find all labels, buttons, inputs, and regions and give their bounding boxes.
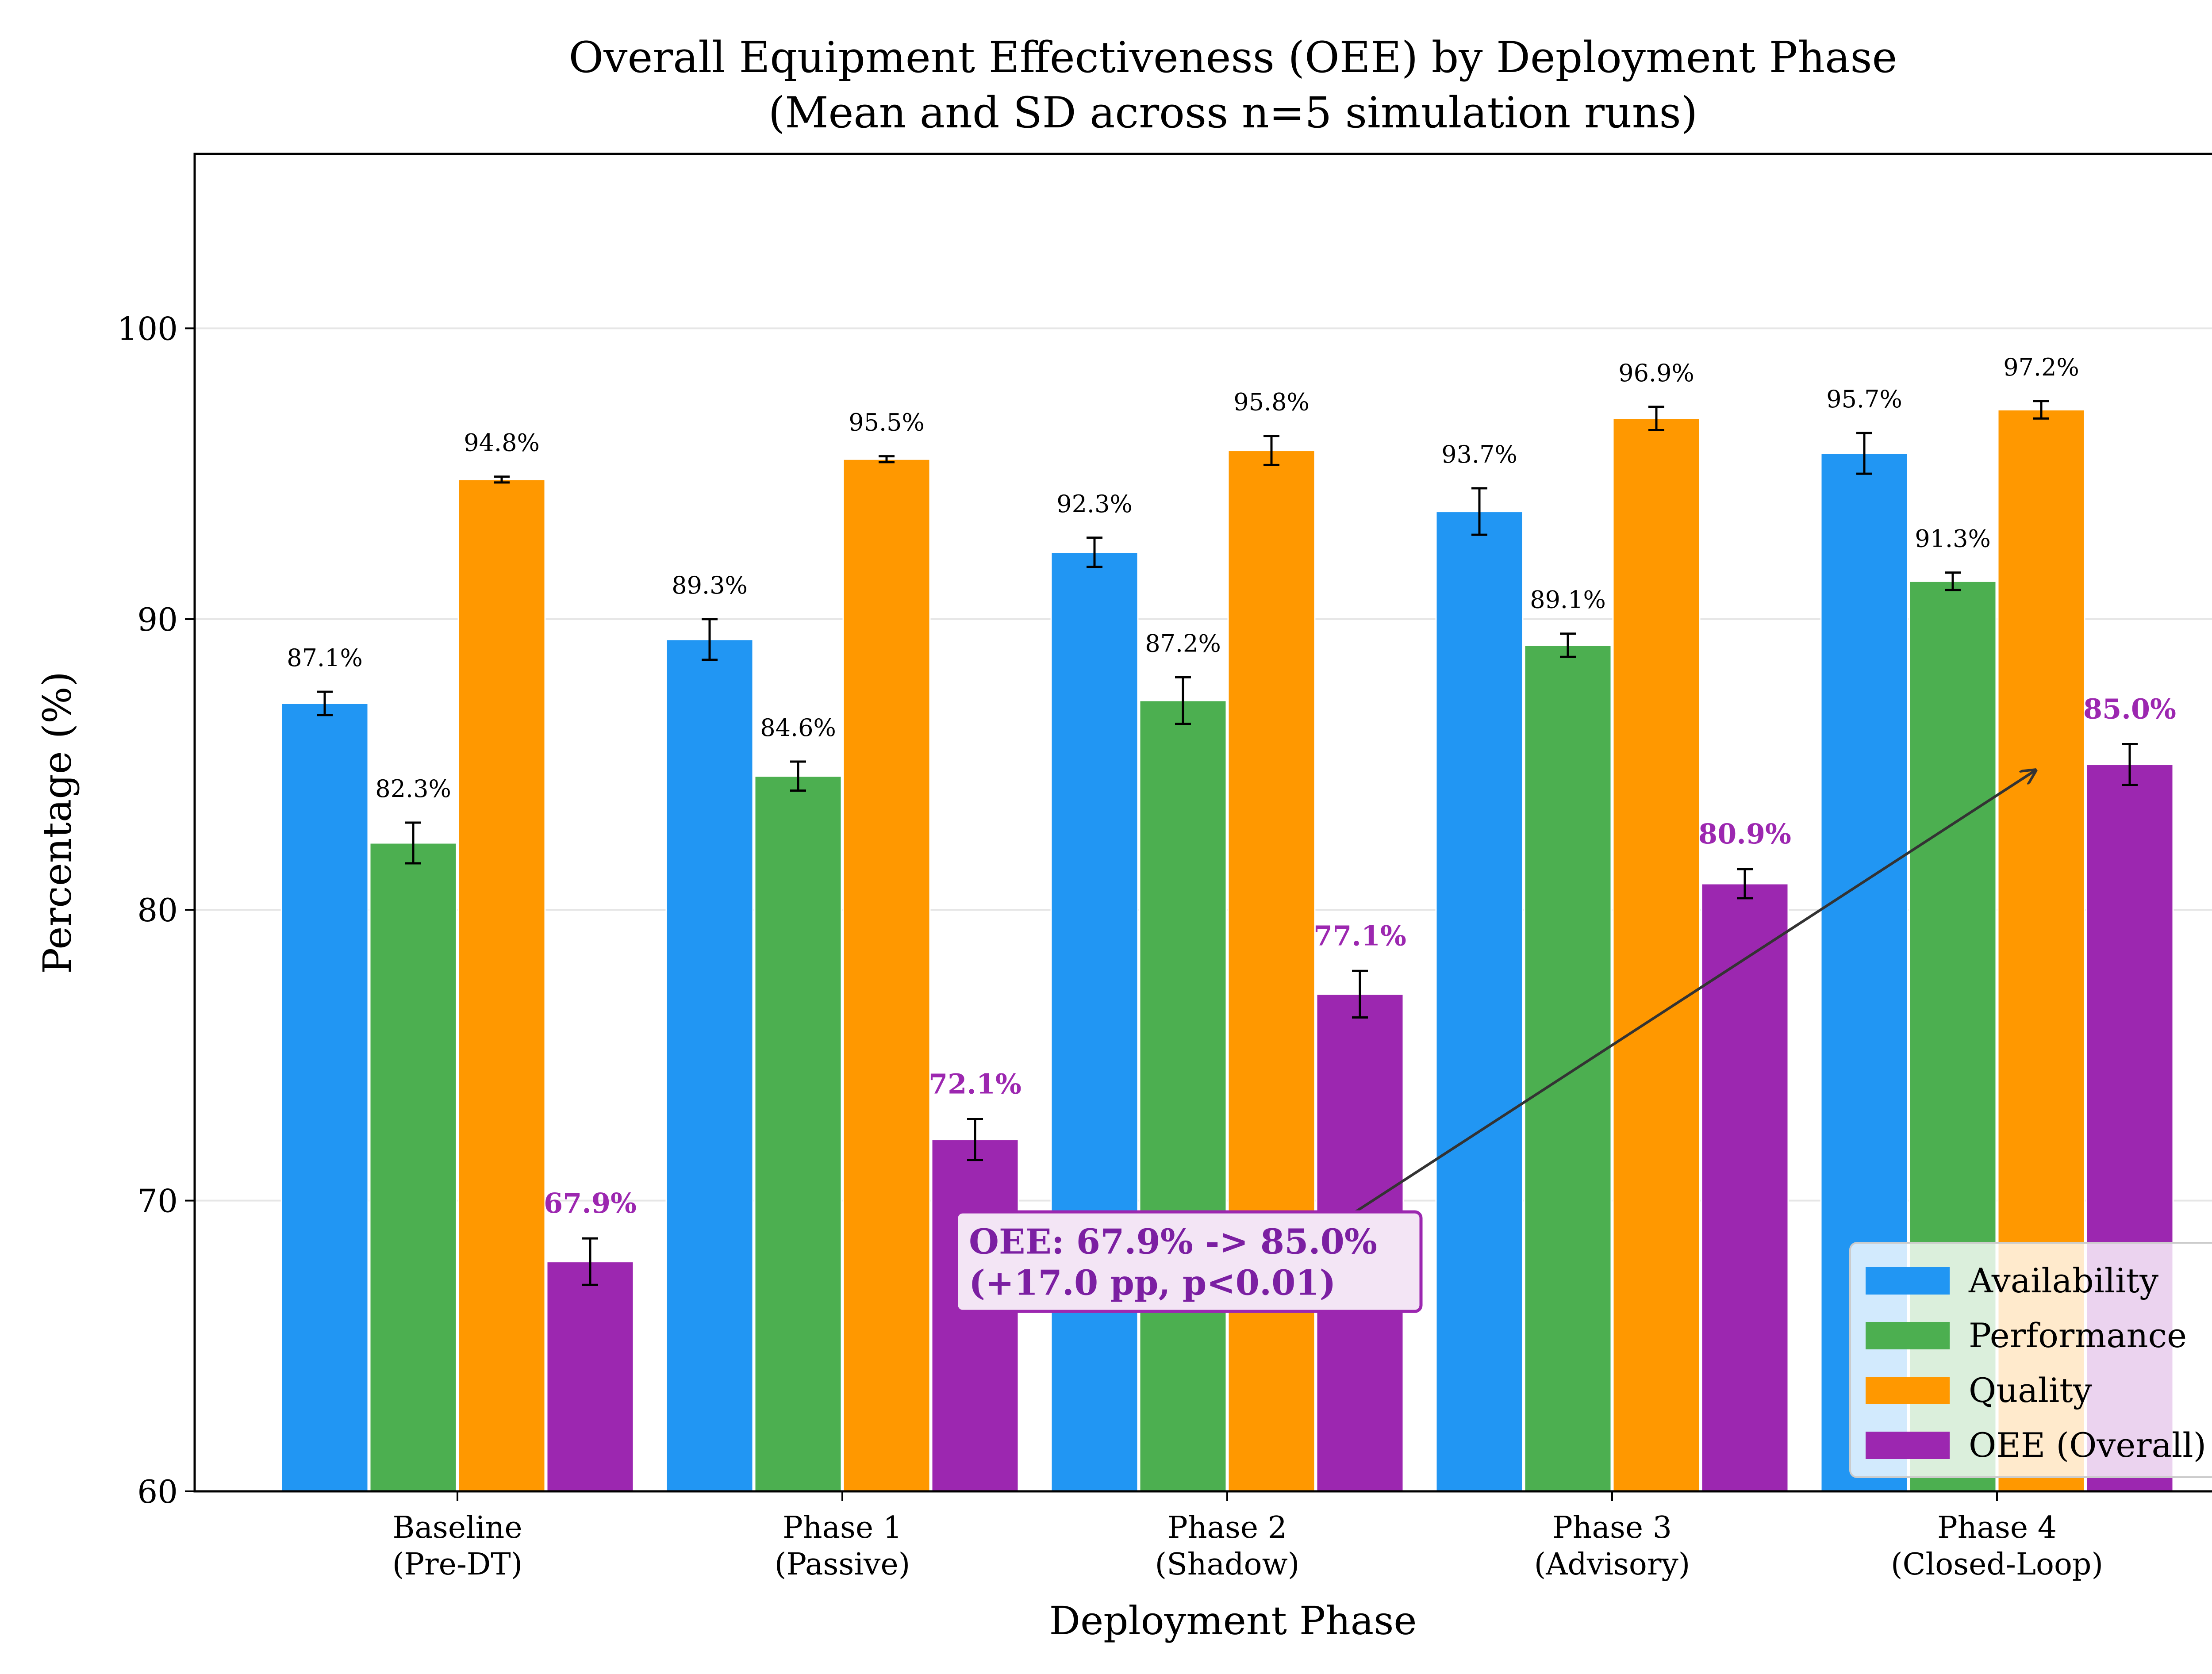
value-label: 92.3% <box>1056 490 1133 518</box>
chart-subtitle: (Mean and SD across n=5 simulation runs) <box>768 88 1697 138</box>
value-label: 93.7% <box>1441 441 1517 468</box>
legend-swatch <box>1866 1322 1950 1349</box>
bar-oee-overall <box>1701 883 1789 1492</box>
chart-title: Overall Equipment Effectiveness (OEE) by… <box>569 33 1897 82</box>
value-label: 84.6% <box>760 714 836 742</box>
y-axis: 60 70 80 90 100 <box>117 310 195 1510</box>
bar-quality <box>1612 418 1701 1492</box>
y-axis-label: Percentage (%) <box>35 671 80 974</box>
value-label: 94.8% <box>464 429 540 457</box>
y-tick-label: 90 <box>137 601 178 638</box>
bar-availability <box>665 639 754 1492</box>
x-tick-label: Phase 4 <box>1937 1510 2057 1545</box>
y-tick-label: 70 <box>137 1183 178 1220</box>
value-label: 87.2% <box>1145 629 1221 657</box>
bar-oee-overall <box>931 1139 1019 1492</box>
legend-label: Quality <box>1969 1371 2092 1410</box>
x-tick-label: Phase 2 <box>1167 1510 1287 1545</box>
annotation-line-1: OEE: 67.9% -> 85.0% <box>969 1222 1377 1262</box>
value-label: 87.1% <box>287 644 363 672</box>
value-label: 85.0% <box>2083 693 2176 725</box>
bar-performance <box>369 842 457 1492</box>
x-tick-label: Baseline <box>392 1510 522 1545</box>
annotation-line-2: (+17.0 pp, p<0.01) <box>969 1263 1336 1303</box>
bar-quality <box>842 458 931 1492</box>
error-bar-group <box>317 400 2138 1286</box>
annotation-box <box>955 1210 1423 1313</box>
value-label: 89.1% <box>1530 586 1606 614</box>
bar-performance <box>754 775 842 1492</box>
bar-performance <box>1524 644 1612 1492</box>
x-tick-label: Phase 3 <box>1552 1510 1672 1545</box>
x-tick-sublabel: (Passive) <box>775 1547 910 1582</box>
value-label-group: 87.1% 89.3% 92.3% 93.7% 95.7% 82.3% 84.6% 87.2%… <box>287 353 2176 1219</box>
legend-swatch <box>1866 1432 1950 1459</box>
bar-availability <box>1435 511 1524 1492</box>
annotation-arrow <box>1322 770 2036 1234</box>
value-label: 96.9% <box>1618 359 1694 387</box>
value-label: 80.9% <box>1698 818 1791 850</box>
legend-swatch <box>1866 1377 1950 1404</box>
bar-quality <box>457 479 546 1492</box>
bar-performance <box>1139 700 1227 1492</box>
y-tick-label: 60 <box>137 1473 178 1510</box>
x-tick-sublabel: (Shadow) <box>1155 1547 1300 1582</box>
improvement-annotation: OEE: 67.9% -> 85.0% (+17.0 pp, p<0.01) <box>955 770 2036 1313</box>
y-tick-label: 80 <box>137 892 178 929</box>
value-label: 95.7% <box>1826 385 1902 413</box>
value-label: 72.1% <box>929 1068 1022 1100</box>
bar-quality <box>1227 450 1316 1492</box>
value-label: 97.2% <box>2003 353 2079 381</box>
legend-label: Performance <box>1969 1316 2187 1355</box>
y-tick-label: 100 <box>117 310 178 347</box>
legend: Availability Performance Quality OEE (Overa… <box>1849 1242 2212 1478</box>
x-tick-sublabel: (Closed-Loop) <box>1891 1547 2103 1582</box>
value-label: 95.5% <box>849 409 925 437</box>
value-label: 82.3% <box>375 775 451 803</box>
x-tick-sublabel: (Advisory) <box>1534 1547 1690 1582</box>
plot-frame <box>193 153 2212 1493</box>
bar-availability <box>1050 552 1139 1492</box>
x-tick-sublabel: (Pre-DT) <box>392 1547 522 1582</box>
x-axis-label: Deployment Phase <box>1049 1598 1417 1643</box>
bar-availability <box>280 702 369 1492</box>
x-axis: Baseline(Pre-DT)Phase 1(Passive)Phase 2(… <box>392 1491 2103 1582</box>
value-label: 89.3% <box>672 571 748 599</box>
legend-swatch <box>1866 1267 1950 1295</box>
legend-label: Availability <box>1968 1261 2158 1300</box>
value-label: 91.3% <box>1915 525 1991 553</box>
value-label: 67.9% <box>544 1187 637 1219</box>
legend-label: OEE (Overall) <box>1969 1425 2206 1465</box>
value-label: 77.1% <box>1313 919 1406 952</box>
bar-oee-overall <box>546 1261 634 1492</box>
x-tick-label: Phase 1 <box>783 1510 902 1545</box>
legend-box <box>1849 1242 2212 1478</box>
value-label: 95.8% <box>1233 388 1310 416</box>
